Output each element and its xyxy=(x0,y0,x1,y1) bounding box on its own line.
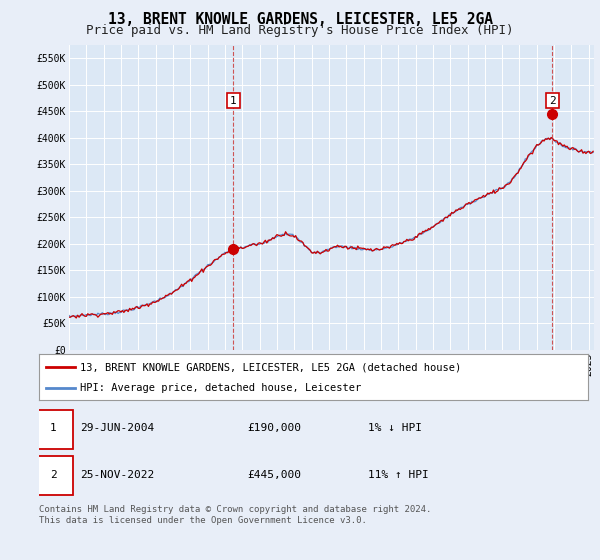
Text: 13, BRENT KNOWLE GARDENS, LEICESTER, LE5 2GA (detached house): 13, BRENT KNOWLE GARDENS, LEICESTER, LE5… xyxy=(80,362,461,372)
Text: Contains HM Land Registry data © Crown copyright and database right 2024.
This d: Contains HM Land Registry data © Crown c… xyxy=(39,505,431,525)
FancyBboxPatch shape xyxy=(34,410,73,449)
Text: £190,000: £190,000 xyxy=(248,423,302,433)
Text: 13, BRENT KNOWLE GARDENS, LEICESTER, LE5 2GA: 13, BRENT KNOWLE GARDENS, LEICESTER, LE5… xyxy=(107,12,493,27)
Text: 2: 2 xyxy=(549,96,556,105)
Text: 25-NOV-2022: 25-NOV-2022 xyxy=(80,470,154,480)
Text: 1: 1 xyxy=(50,423,56,433)
Text: 29-JUN-2004: 29-JUN-2004 xyxy=(80,423,154,433)
Text: 1: 1 xyxy=(230,96,237,105)
Text: £445,000: £445,000 xyxy=(248,470,302,480)
Text: 2: 2 xyxy=(50,470,56,480)
FancyBboxPatch shape xyxy=(34,456,73,496)
Text: 11% ↑ HPI: 11% ↑ HPI xyxy=(368,470,429,480)
Text: 1% ↓ HPI: 1% ↓ HPI xyxy=(368,423,422,433)
Text: Price paid vs. HM Land Registry's House Price Index (HPI): Price paid vs. HM Land Registry's House … xyxy=(86,24,514,37)
Text: HPI: Average price, detached house, Leicester: HPI: Average price, detached house, Leic… xyxy=(80,382,361,393)
